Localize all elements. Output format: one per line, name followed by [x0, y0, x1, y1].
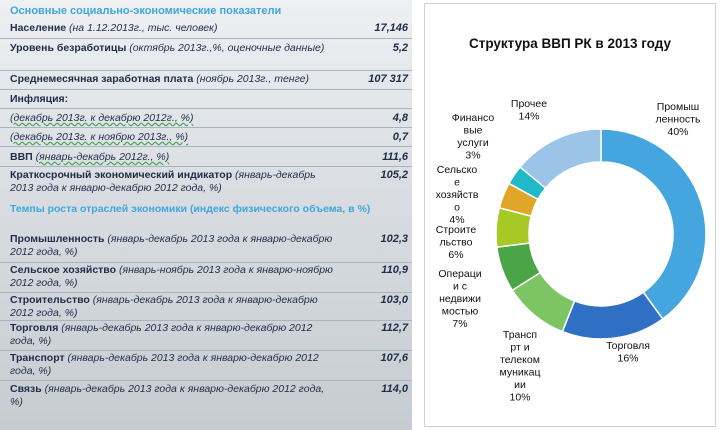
- row-label: Связь: [10, 383, 42, 395]
- gdp-chart-panel: Структура ВВП РК в 2013 году Промыш ленно…: [424, 3, 716, 427]
- row-note: (январь-декабрь 2013 года к январю-декаб…: [10, 383, 325, 408]
- row-label: Инфляция:: [10, 93, 69, 105]
- row-label: Население: [10, 22, 67, 34]
- donut-chart: Структура ВВП РК в 2013 году Промыш ленно…: [436, 36, 707, 404]
- row-value: 102,3: [380, 233, 408, 245]
- row-note: (ноябрь 2013г., тенге): [196, 73, 309, 85]
- row-note: (январь-ноябрь 2013 года к январю-ноябрю…: [10, 264, 333, 289]
- row-label: Торговля: [10, 322, 59, 334]
- row-label: Транспорт: [10, 352, 65, 364]
- table-row: (декабрь 2013г. к декабрю 2012г., %) 4,8: [10, 112, 408, 125]
- row-label: Среднемесячная заработная плата: [10, 73, 194, 85]
- row-note: (январь-декабрь 2013 года к январю-декаб…: [10, 294, 318, 319]
- row-value: 107,6: [380, 352, 408, 364]
- row-note: (январь-декабрь 2013 года к январю-декаб…: [10, 233, 333, 258]
- row-value: 5,2: [392, 42, 408, 54]
- divider: [0, 89, 412, 90]
- slice-label: Трансп рт и телеком муникац ии 10%: [500, 329, 541, 404]
- pie-slice: [561, 291, 664, 340]
- table-row: Инфляция:: [10, 93, 408, 106]
- table-row: Уровень безработицы (октябрь 2013г.,%, о…: [10, 42, 408, 55]
- slice-label: Операци и с недвижи мостью 7%: [438, 268, 481, 330]
- table-row: Торговля (январь-декабрь 2013 года к янв…: [10, 322, 408, 348]
- row-value: 107 317: [368, 73, 408, 85]
- table-row: (декабрь 2013г. к ноябрю 2013г., %) 0,7: [10, 131, 408, 144]
- row-value: 103,0: [380, 294, 408, 306]
- table-row: Транспорт (январь-декабрь 2013 года к ян…: [10, 352, 408, 378]
- row-note: (январь-декабрь 2012г., %): [35, 151, 170, 163]
- row-label: Уровень безработицы: [10, 42, 127, 54]
- table-row: Среднемесячная заработная плата (ноябрь …: [10, 73, 408, 86]
- table-row: Строительство (январь-декабрь 2013 года …: [10, 294, 408, 320]
- divider: [0, 38, 412, 39]
- row-label: Строительство: [10, 294, 90, 306]
- divider: [0, 166, 412, 167]
- table-row: Население (на 1.12.2013г., тыс. человек)…: [10, 22, 408, 35]
- row-value: 0,7: [392, 131, 408, 143]
- divider: [0, 127, 412, 128]
- table-row: Сельское хозяйство (январь-ноябрь 2013 г…: [10, 264, 408, 290]
- slice-label: Торговля 16%: [606, 340, 650, 365]
- row-note: (декабрь 2013г. к декабрю 2012г., %): [10, 112, 194, 124]
- row-note: (декабрь 2013г. к ноябрю 2013г., %): [10, 131, 189, 143]
- row-value: 111,6: [382, 151, 408, 163]
- divider: [0, 292, 412, 293]
- row-note: (январь-декабрь 2013 года к январю-декаб…: [10, 322, 313, 347]
- row-label: ВВП: [10, 151, 33, 163]
- table-heading: Основные социально-экономические показат…: [10, 5, 282, 17]
- row-label: Сельское хозяйство: [10, 264, 117, 276]
- pie-slice: [519, 128, 602, 190]
- chart-title: Структура ВВП РК в 2013 году: [469, 36, 672, 51]
- row-label: Краткосрочный экономический индикатор: [10, 169, 233, 181]
- row-value: 17,146: [374, 22, 408, 34]
- sectors-heading: Темпы роста отраслей экономики (индекс ф…: [10, 203, 371, 215]
- row-label: Промышленность: [10, 233, 105, 245]
- row-note: (октябрь 2013г.,%, оценочные данные): [129, 42, 325, 54]
- slice-label: Сельско е хозяйств о 4%: [436, 164, 479, 226]
- pie-slice: [600, 128, 707, 320]
- row-value: 4,8: [392, 112, 408, 124]
- row-note: (январь-декабрь 2013 года к январю-декаб…: [10, 352, 319, 377]
- divider: [0, 146, 412, 147]
- table-row: ВВП (январь-декабрь 2012г., %) 111,6: [10, 151, 408, 164]
- slice-label: Финансо вые услуги 3%: [452, 112, 495, 162]
- indicators-panel: Основные социально-экономические показат…: [0, 0, 412, 430]
- row-value: 105,2: [380, 169, 408, 181]
- row-note: (на 1.12.2013г., тыс. человек): [69, 22, 218, 34]
- slice-label: Промыш ленность 40%: [656, 101, 701, 138]
- row-note: (январь-декабрь 2013 года к январю-декаб…: [10, 169, 316, 194]
- table-row: Промышленность (январь-декабрь 2013 года…: [10, 233, 408, 259]
- divider: [0, 350, 412, 351]
- slice-label: Строите льство 6%: [436, 224, 477, 261]
- divider: [0, 380, 412, 381]
- table-row: Связь (январь-декабрь 2013 года к январю…: [10, 383, 408, 409]
- row-value: 110,9: [381, 264, 408, 276]
- divider: [0, 70, 412, 71]
- row-value: 114,0: [381, 383, 408, 395]
- table-row: Краткосрочный экономический индикатор (я…: [10, 169, 408, 195]
- divider: [0, 262, 412, 263]
- divider: [0, 108, 412, 109]
- slice-label: Прочее 14%: [511, 98, 547, 123]
- divider: [0, 320, 412, 321]
- row-value: 112,7: [381, 322, 408, 334]
